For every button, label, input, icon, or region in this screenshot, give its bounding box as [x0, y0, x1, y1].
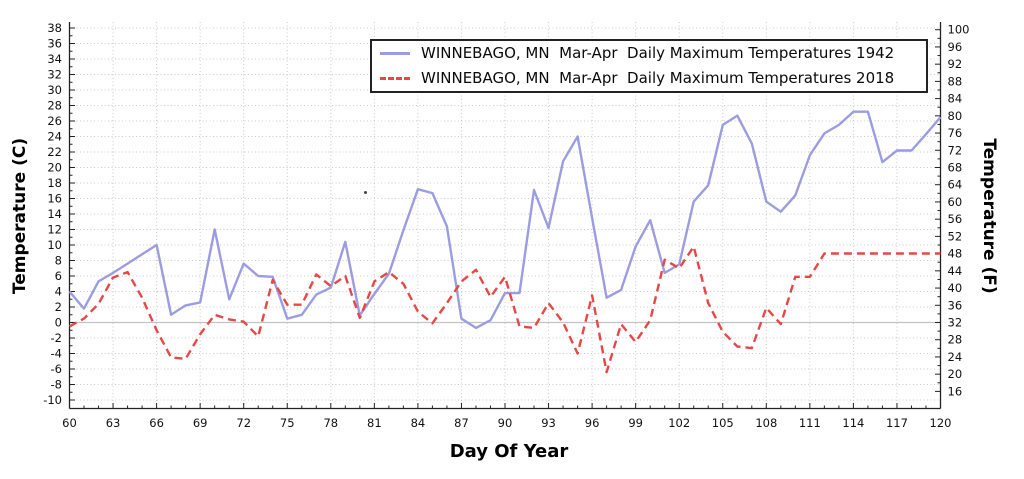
y-left-tick-label: 34: [47, 52, 62, 66]
legend-item-2018: WINNEBAGO, MN Mar-Apr Daily Maximum Temp…: [372, 66, 926, 91]
y-right-tick-label: 20: [948, 367, 963, 381]
x-tick-label: 72: [236, 416, 251, 430]
y-left-tick-label: -2: [51, 331, 62, 345]
y-right-tick-label: 36: [948, 298, 963, 312]
y-left-tick-label: 18: [47, 176, 62, 190]
x-tick-label: 84: [411, 416, 426, 430]
series-line-2018: [68, 245, 941, 374]
y-left-tick-label: 10: [47, 238, 62, 252]
y-left-tick-label: -10: [43, 393, 62, 407]
y-right-tick-label: 88: [948, 74, 963, 88]
chart-legend: WINNEBAGO, MN Mar-Apr Daily Maximum Temp…: [370, 39, 928, 93]
y-left-tick-label: 24: [47, 130, 62, 144]
x-axis-title: Day Of Year: [449, 441, 569, 462]
y-axis-title-right: Temperature (F): [979, 138, 999, 294]
series-line-1942: [68, 110, 942, 330]
y-right-tick-label: 80: [948, 109, 963, 123]
y-left-tick-label: -6: [51, 362, 62, 376]
y-right-tick-label: 44: [948, 264, 963, 278]
x-tick-label: 105: [712, 416, 734, 430]
legend-line-sample-2018: [380, 77, 410, 80]
y-left-tick-label: 26: [47, 114, 62, 128]
y-left-tick-label: 28: [47, 99, 62, 113]
y-right-tick-label: 100: [948, 23, 970, 37]
x-tick-label: 66: [149, 416, 164, 430]
y-left-tick-label: 0: [55, 316, 62, 330]
x-tick-label: 63: [106, 416, 121, 430]
x-tick-label: 90: [498, 416, 513, 430]
x-tick-label: 117: [886, 416, 908, 430]
y-left-tick-label: 12: [47, 223, 62, 237]
y-right-tick-label: 40: [948, 281, 963, 295]
x-tick-label: 99: [628, 416, 643, 430]
y-left-tick-label: 6: [55, 269, 62, 283]
y-right-tick-label: 28: [948, 333, 963, 347]
y-left-tick-label: 30: [47, 83, 62, 97]
y-axis-title-left: Temperature (C): [10, 137, 30, 295]
legend-line-sample-1942: [380, 52, 410, 55]
y-left-tick-label: 8: [55, 254, 62, 268]
y-right-tick-label: 92: [948, 57, 963, 71]
y-left-tick-label: 36: [47, 37, 62, 51]
y-left-tick-label: 2: [55, 300, 62, 314]
y-right-tick-label: 64: [948, 178, 963, 192]
legend-label-1942: WINNEBAGO, MN Mar-Apr Daily Maximum Temp…: [421, 44, 895, 62]
x-tick-label: 69: [193, 416, 208, 430]
stray-speck: [364, 191, 367, 194]
x-tick-label: 60: [62, 416, 77, 430]
y-left-tick-label: 4: [55, 285, 62, 299]
y-left-tick-label: -8: [51, 378, 62, 392]
x-tick-label: 87: [454, 416, 469, 430]
x-tick-label: 120: [930, 416, 952, 430]
y-right-tick-label: 68: [948, 161, 963, 175]
y-right-tick-label: 84: [948, 92, 963, 106]
y-right-tick-label: 48: [948, 247, 963, 261]
y-right-tick-label: 16: [948, 384, 963, 398]
x-tick-label: 111: [799, 416, 821, 430]
y-right-tick-label: 56: [948, 212, 963, 226]
y-left-tick-label: 16: [47, 192, 62, 206]
x-tick-label: 102: [668, 416, 690, 430]
x-tick-label: 75: [280, 416, 295, 430]
y-right-tick-label: 96: [948, 40, 963, 54]
y-left-tick-label: 14: [47, 207, 62, 221]
legend-label-2018: WINNEBAGO, MN Mar-Apr Daily Maximum Temp…: [421, 69, 895, 87]
x-tick-label: 81: [367, 416, 382, 430]
y-right-tick-label: 76: [948, 126, 963, 140]
y-left-tick-label: -4: [51, 347, 62, 361]
y-right-tick-label: 52: [948, 229, 963, 243]
legend-item-1942: WINNEBAGO, MN Mar-Apr Daily Maximum Temp…: [372, 41, 926, 66]
y-left-tick-label: 22: [47, 145, 62, 159]
x-tick-label: 93: [541, 416, 556, 430]
y-right-tick-label: 60: [948, 195, 963, 209]
x-tick-label: 96: [585, 416, 600, 430]
x-tick-label: 108: [755, 416, 777, 430]
y-right-tick-label: 24: [948, 350, 963, 364]
x-tick-label: 114: [842, 416, 864, 430]
y-left-tick-label: 38: [47, 21, 62, 35]
y-right-tick-label: 72: [948, 143, 963, 157]
x-tick-label: 78: [323, 416, 338, 430]
y-right-tick-label: 32: [948, 316, 963, 330]
y-left-tick-label: 32: [47, 68, 62, 82]
y-left-tick-label: 20: [47, 161, 62, 175]
